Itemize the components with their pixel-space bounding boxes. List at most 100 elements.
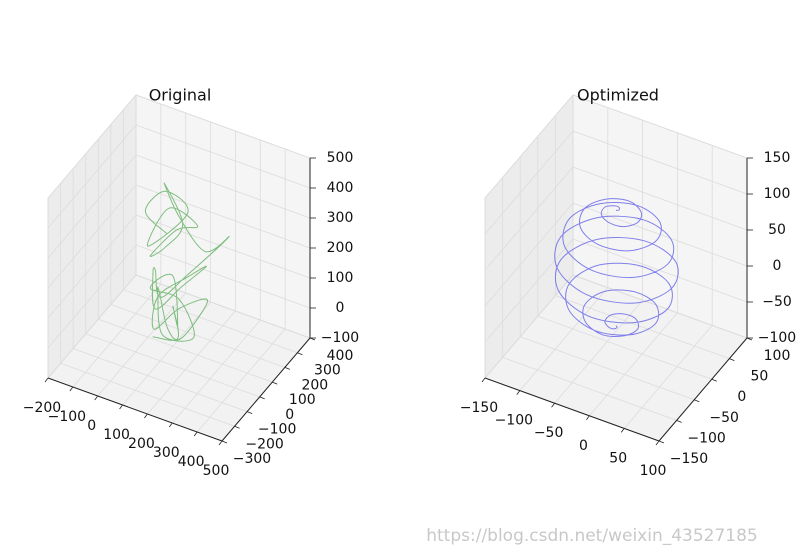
grid-line — [135, 124, 311, 189]
y-tick-label: 300 — [314, 363, 341, 379]
x-tick-label: −200 — [23, 400, 61, 416]
data-line — [144, 182, 230, 342]
grid-line — [97, 292, 187, 397]
x-tick-label: −100 — [48, 409, 86, 425]
grid-line — [47, 94, 137, 199]
z-tick-label: 100 — [764, 186, 791, 202]
y-tick-label: −300 — [233, 451, 271, 467]
tick-mark — [246, 411, 253, 414]
tick-mark — [259, 396, 265, 400]
grid-line — [47, 184, 137, 289]
grid-line — [73, 348, 248, 412]
grid-line — [519, 287, 609, 391]
y-tick-label: −200 — [245, 436, 283, 452]
grid-line — [85, 333, 260, 398]
grid-line — [47, 244, 137, 349]
chart-title: Optimized — [577, 86, 659, 105]
y-tick-label: −100 — [687, 430, 725, 446]
z-tick-label: −50 — [762, 294, 792, 310]
grid-line — [47, 214, 137, 319]
grid-line — [60, 362, 235, 427]
grid-line — [47, 124, 137, 229]
grid-line — [537, 315, 712, 380]
x-tick-label: −100 — [495, 413, 533, 429]
tick-mark — [676, 420, 682, 423]
grid-line — [484, 238, 574, 343]
grid-line — [484, 202, 574, 307]
tick-mark — [44, 377, 49, 383]
tick-mark — [272, 381, 278, 385]
grid-line — [47, 154, 137, 259]
grid-line — [122, 301, 211, 406]
x-tick-label: 200 — [128, 436, 155, 452]
grid-line — [484, 274, 574, 379]
watermark: https://blog.csdn.net/weixin_43527185 — [426, 526, 758, 546]
z-tick-label: 500 — [327, 150, 354, 166]
z-tick-label: 0 — [336, 300, 345, 316]
z-tick-label: 400 — [327, 180, 354, 196]
grid-line — [135, 184, 311, 249]
tick-mark — [694, 399, 700, 403]
x-axis — [484, 377, 660, 442]
tick-mark — [711, 378, 717, 382]
x-tick-label: −150 — [460, 400, 498, 416]
grid-line — [147, 310, 236, 415]
y-axis — [221, 337, 311, 442]
z-tick-label: −100 — [758, 330, 796, 346]
tick-mark — [119, 404, 123, 410]
z-tick-label: −100 — [321, 330, 359, 346]
y-tick-label: 50 — [750, 369, 768, 385]
grid-line — [572, 274, 748, 339]
tick-mark — [69, 386, 74, 392]
grid-line — [623, 325, 713, 429]
tick-mark — [729, 358, 735, 361]
chart-title: Original — [149, 86, 212, 105]
grid-line — [171, 319, 261, 424]
data-line — [554, 198, 679, 337]
z-tick-label: 0 — [773, 258, 782, 274]
z-tick-label: 200 — [327, 240, 354, 256]
tick-mark — [218, 440, 223, 446]
grid-line — [135, 94, 311, 159]
x-tick-label: 400 — [178, 454, 205, 470]
tick-mark — [655, 440, 660, 446]
grid-line — [589, 312, 678, 417]
y-tick-label: −150 — [670, 451, 708, 467]
z-tick-label: 100 — [327, 270, 354, 286]
tick-mark — [94, 395, 99, 401]
y-tick-label: 200 — [301, 377, 328, 393]
y-tick-label: 400 — [327, 348, 354, 364]
grid-line — [196, 328, 286, 433]
tick-mark — [551, 402, 555, 408]
grid-line — [572, 94, 748, 159]
grid-line — [572, 238, 748, 303]
y-tick-label: −100 — [258, 422, 296, 438]
grid-line — [484, 166, 574, 271]
tick-mark — [620, 428, 625, 433]
grid-line — [484, 130, 574, 235]
x-tick-label: 500 — [203, 463, 230, 479]
tick-mark — [284, 367, 291, 370]
grid-line — [484, 94, 574, 199]
x-tick-label: 0 — [579, 438, 588, 454]
tick-mark — [481, 377, 486, 383]
grid-line — [520, 336, 695, 401]
x-tick-label: −50 — [534, 425, 564, 441]
grid-line — [135, 154, 311, 219]
grid-line — [98, 318, 273, 383]
grid-line — [72, 283, 162, 388]
tick-mark — [586, 415, 590, 421]
y-tick-label: 100 — [289, 392, 316, 408]
x-tick-label: 50 — [609, 450, 627, 466]
y-axis — [658, 337, 748, 442]
grid-line — [502, 357, 677, 421]
y-tick-label: −50 — [709, 410, 739, 426]
tick-mark — [144, 413, 148, 419]
tick-mark — [234, 425, 240, 429]
z-tick-label: 300 — [327, 210, 354, 226]
tick-mark — [297, 352, 303, 356]
grid-line — [135, 214, 311, 279]
grid-line — [135, 274, 311, 339]
grid-line — [110, 304, 285, 368]
